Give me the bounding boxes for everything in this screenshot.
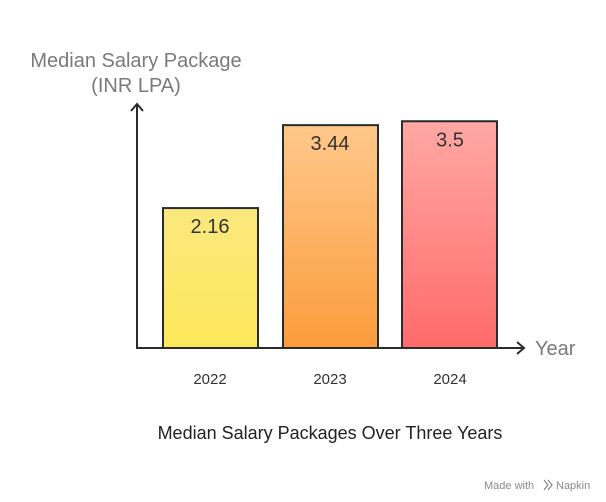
footer-made-with-text: Made with: [484, 480, 534, 492]
napkin-logo-icon: [543, 479, 553, 491]
bar-value-label-2023: 3.44: [311, 133, 350, 155]
bar-2024: [401, 120, 498, 349]
y-axis-title-line-2: (INR LPA): [91, 75, 181, 97]
footer-brand-text: Napkin: [556, 480, 590, 492]
chart-title: Median Salary Packages Over Three Years: [158, 423, 503, 443]
bar-value-label-2024: 3.5: [436, 129, 464, 151]
bar-2022: [162, 207, 259, 349]
x-axis-title: Year: [535, 338, 576, 360]
y-axis-title-line-1: Median Salary Package: [30, 50, 241, 72]
bar-value-label-2022: 2.16: [191, 216, 230, 238]
bar-2023: [282, 124, 379, 349]
x-tick-label-2023: 2023: [313, 371, 346, 388]
x-axis-arrowhead: [516, 341, 526, 355]
bars-group: 2.16 2022 3.44 2023 3.5 2024: [162, 120, 498, 388]
x-tick-label-2022: 2022: [193, 371, 226, 388]
footer-attribution: Made with Napkin: [484, 479, 590, 492]
axis-lines: [136, 105, 523, 349]
x-tick-label-2024: 2024: [433, 371, 466, 388]
y-axis-arrowhead: [130, 102, 144, 112]
